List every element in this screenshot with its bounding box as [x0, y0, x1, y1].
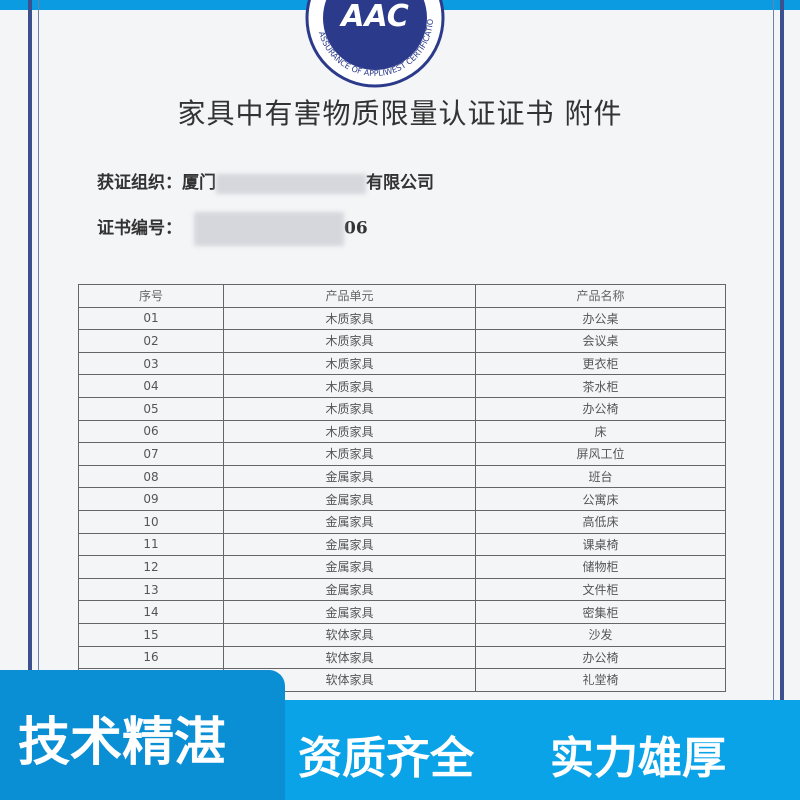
cell-index: 08 [78, 464, 224, 489]
cell-name: 课桌椅 [475, 532, 726, 557]
cell-name: 茶水柜 [475, 374, 726, 398]
header-name: 产品名称 [475, 284, 726, 308]
cell-index: 06 [78, 419, 224, 444]
slogan-right: 实力雄厚 [550, 733, 726, 784]
table-row: 06 木质家具床 [78, 419, 726, 444]
cell-name: 礼堂椅 [475, 668, 726, 692]
cell-unit: 木质家具 [223, 419, 476, 444]
cell-index: 04 [78, 374, 224, 398]
cell-index: 03 [78, 351, 224, 376]
cell-unit: 金属家具 [223, 600, 476, 624]
table-row: 15 软体家具 沙发 [78, 622, 726, 647]
banner-tab [0, 670, 285, 800]
cell-unit: 木质家具 [223, 351, 476, 376]
cell-unit: 金属家具 [223, 532, 476, 557]
cell-name: 屏风工位 [475, 442, 726, 466]
redacted-block [216, 173, 366, 194]
table-row: 05 木质家具 办公椅 [78, 396, 726, 421]
cell-name: 文件柜 [475, 577, 726, 602]
cell-name: 办公椅 [475, 396, 726, 421]
cell-index: 13 [78, 577, 224, 602]
cell-index: 12 [78, 555, 224, 579]
cell-index: 09 [78, 487, 224, 511]
certification-logo: AAC ASSURANCE OF APPLIWEST CERTIFICATION [300, 0, 445, 88]
cell-index: 07 [78, 442, 224, 466]
header-unit: 产品单元 [223, 284, 476, 308]
cell-unit: 木质家具 [223, 329, 476, 353]
table-header-row: 序号 产品单元 产品名称 [78, 284, 726, 308]
cell-name: 沙发 [475, 622, 726, 647]
cell-index: 02 [78, 329, 224, 353]
cell-unit: 金属家具 [223, 555, 476, 579]
organization-prefix: 厦门 [182, 173, 216, 193]
cell-unit: 软体家具 [223, 645, 476, 670]
cell-unit: 木质家具 [223, 396, 476, 421]
cell-name: 更衣柜 [475, 351, 726, 376]
certificate-number-suffix: 06 [344, 218, 368, 239]
cell-unit: 木质家具 [223, 442, 476, 466]
organization-label: 获证组织： [97, 173, 182, 193]
slogan-middle: 资质齐全 [298, 733, 474, 784]
cell-index: 10 [78, 509, 224, 534]
cell-name: 会议桌 [475, 329, 726, 353]
table-row: 12 金属家具 储物柜 [78, 555, 726, 579]
table-row: 01 木质家具 办公桌 [78, 306, 726, 331]
cell-name: 储物柜 [475, 555, 726, 579]
table-row: 11 金属家具 课桌椅 [78, 532, 726, 557]
cell-name: 公寓床 [475, 487, 726, 511]
cell-name: 办公椅 [475, 645, 726, 670]
cell-unit: 金属家具 [223, 577, 476, 602]
table-row: 02 木质家具 会议桌 [78, 329, 726, 353]
cell-name: 床 [475, 419, 726, 444]
cell-index: 05 [78, 396, 224, 421]
redacted-block [194, 212, 344, 246]
table-row: 08 金属家具 班台 [78, 464, 726, 489]
header-index: 序号 [78, 284, 224, 308]
cell-name: 密集柜 [475, 600, 726, 624]
cell-unit: 金属家具 [223, 464, 476, 489]
table-row: 09 金属家具 公寓床 [78, 487, 726, 511]
cell-unit: 金属家具 [223, 509, 476, 534]
certificate-number-line: 证书编号： 06 [97, 212, 368, 246]
organization-line: 获证组织：厦门 有限公司 [97, 168, 434, 194]
cell-index: 15 [78, 622, 224, 647]
cell-index: 11 [78, 532, 224, 557]
organization-suffix: 有限公司 [366, 173, 434, 193]
cell-unit: 木质家具 [223, 374, 476, 398]
certificate-border [28, 0, 784, 800]
table-row: 07 木质家具 屏风工位 [78, 442, 726, 466]
cell-unit: 软体家具 [223, 622, 476, 647]
certificate-number-label: 证书编号： [97, 218, 182, 239]
table-row: 16 软体家具 办公椅 [78, 645, 726, 670]
table-row: 03 木质家具 更衣柜 [78, 351, 726, 376]
table-row: 10 金属家具 高低床 [78, 509, 726, 534]
certificate-inner-border [38, 0, 774, 800]
cell-unit: 木质家具 [223, 306, 476, 331]
cell-name: 高低床 [475, 509, 726, 534]
logo-text: AAC [339, 0, 409, 34]
slogan-left: 技术精湛 [18, 713, 227, 773]
table-row: 04 木质家具 茶水柜 [78, 374, 726, 398]
table-row: 13 金属家具 文件柜 [78, 577, 726, 602]
cell-name: 班台 [475, 464, 726, 489]
document-title: 家具中有害物质限量认证证书 附件 [177, 97, 623, 130]
cell-index: 14 [78, 600, 224, 624]
cell-name: 办公桌 [475, 306, 726, 331]
product-table: 序号 产品单元 产品名称 01 木质家具 办公桌 02 木质家具 会议桌 03 木质家具 更衣柜… [78, 284, 726, 692]
table-row: 14 金属家具 密集柜 [78, 600, 726, 624]
cell-index: 01 [78, 306, 224, 331]
cell-index: 16 [78, 645, 224, 670]
cell-unit: 金属家具 [223, 487, 476, 511]
